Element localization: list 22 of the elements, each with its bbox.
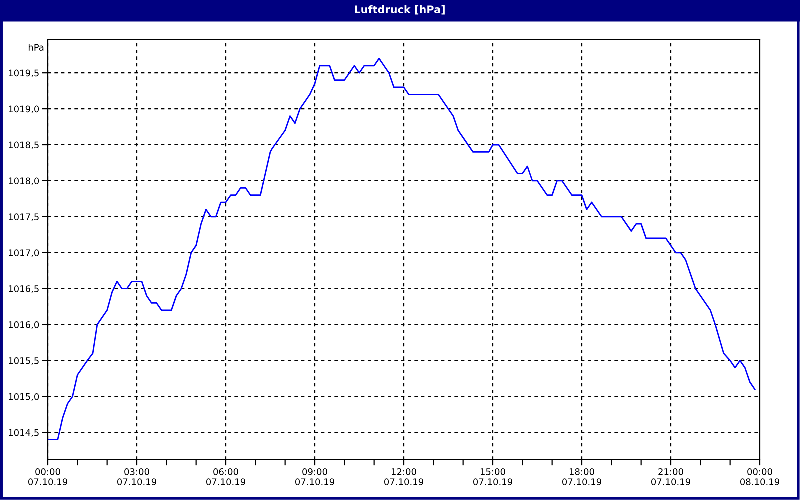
- x-tick-label: 12:00 07.10.19: [384, 468, 424, 486]
- y-tick-label: 1018,0: [9, 178, 40, 186]
- y-tick-label: 1018,5: [9, 142, 39, 150]
- y-tick-label: 1016,0: [9, 322, 40, 330]
- y-tick-label: 1016,5: [9, 286, 39, 294]
- y-tick-label: 1017,5: [9, 214, 39, 222]
- y-axis-title: hPa: [28, 44, 44, 51]
- x-tick-label: 09:00 07.10.19: [295, 468, 334, 486]
- x-tick-label: 00:00 07.10.19: [28, 468, 68, 486]
- y-tick-label: 1014,5: [9, 429, 39, 438]
- x-tick-label: 03:00 07.10.19: [117, 468, 156, 486]
- chart-title: Luftdruck [hPa]: [355, 5, 445, 15]
- x-tick-label: 18:00 07.10.19: [562, 468, 602, 486]
- y-tick-label: 1019,5: [9, 70, 39, 78]
- x-tick-label: 00:00 08.10.19: [740, 468, 780, 486]
- y-tick-label: 1017,0: [9, 250, 40, 258]
- y-tick-label: 1015,5: [9, 357, 39, 366]
- x-tick-label: 15:00 07.10.19: [473, 468, 512, 486]
- y-tick-label: 1015,0: [9, 393, 40, 402]
- y-tick-label: 1019,0: [9, 106, 40, 114]
- x-tick-label: 06:00 07.10.19: [206, 468, 246, 486]
- x-tick-label: 21:00 07.10.19: [651, 468, 690, 486]
